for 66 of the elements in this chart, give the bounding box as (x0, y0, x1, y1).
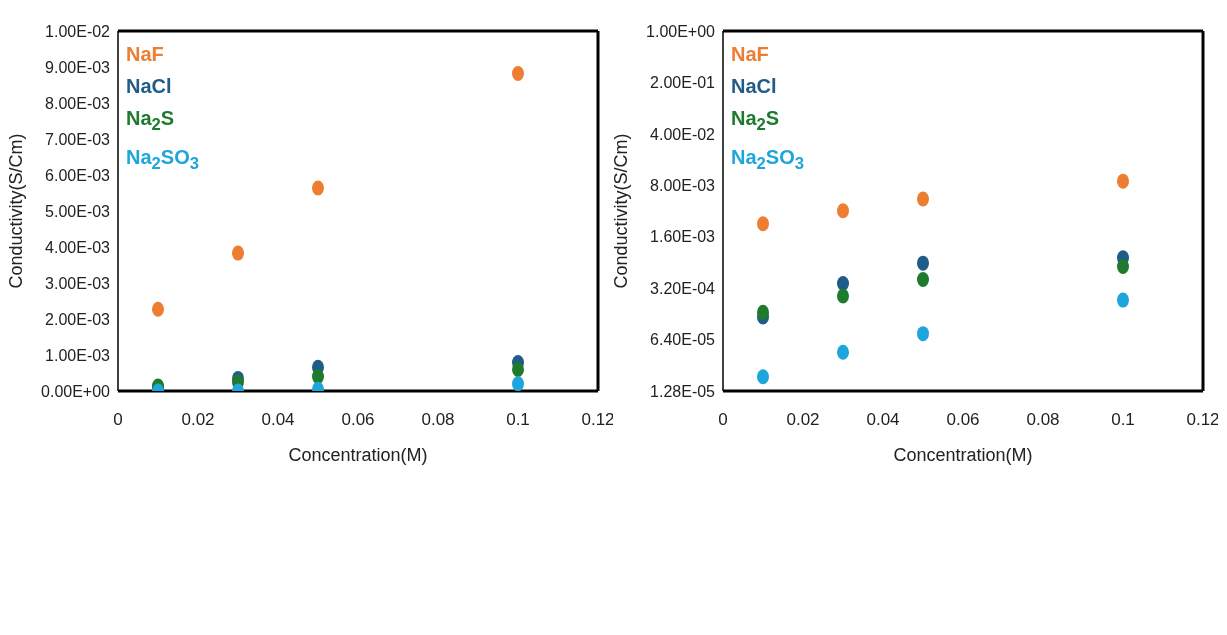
point (1117, 292, 1129, 308)
y-tick-label: 1.28E-05 (650, 382, 716, 400)
text: Na$_{2}$S (731, 106, 781, 136)
x-tick-label: 0 (113, 410, 123, 430)
y-tick-label: 7.00E-03 (45, 130, 111, 148)
point (837, 203, 849, 219)
point (837, 288, 849, 304)
y-tick-label: 6.40E-05 (650, 331, 716, 349)
x-tick-label: 0.08 (1026, 410, 1060, 430)
x-tick-label: 0 (718, 410, 728, 430)
y-tick-label: 8.00E-03 (45, 94, 111, 112)
x-tick-label: 0.04 (866, 410, 900, 430)
y-tick-label: 3.00E-03 (45, 274, 111, 292)
point (917, 271, 929, 287)
y-tick-label: 2.00E-03 (45, 310, 111, 328)
point (312, 369, 324, 385)
y-axis-title: Conductivity(S/Cm) (611, 133, 632, 289)
text: Na$_{2}$SO$_{3}$ (731, 145, 805, 175)
point (757, 304, 769, 320)
point (837, 344, 849, 360)
y-tick-label: 9.00E-03 (45, 58, 111, 76)
x-tick-label: 0.02 (786, 410, 820, 430)
text: Na$_{2}$S (126, 106, 176, 136)
y-tick-label: 2.00E-01 (650, 74, 716, 92)
point (757, 369, 769, 385)
x-tick-label: 0.04 (261, 410, 295, 430)
y-tick-label: 3.20E-04 (650, 279, 716, 297)
point (512, 361, 524, 377)
x-axis-title: Concentration(M) (288, 445, 428, 465)
point (837, 276, 849, 291)
text: NaCl (126, 74, 173, 98)
x-tick-label: 0.08 (421, 410, 455, 430)
y-axis-title: Conductivity(S/Cm) (6, 133, 27, 289)
point (757, 216, 769, 232)
point (312, 180, 324, 196)
point (512, 376, 524, 391)
y-tick-label: 4.00E-02 (650, 125, 716, 143)
y-tick-label: 1.00E-02 (45, 22, 111, 40)
y-tick-label: 1.00E+00 (646, 22, 716, 40)
x-axis-title: Concentration(M) (893, 445, 1033, 465)
text: NaF (126, 42, 165, 66)
point (917, 326, 929, 342)
point (152, 301, 164, 317)
point (917, 255, 929, 271)
x-tick-label: 0.1 (1111, 410, 1135, 430)
text: NaF (731, 42, 770, 66)
y-tick-label: 1.00E-03 (45, 346, 111, 364)
point (917, 191, 929, 207)
x-tick-label: 0.02 (181, 410, 215, 430)
point (1117, 173, 1129, 189)
point (1117, 259, 1129, 274)
y-tick-label: 0.00E+00 (41, 382, 111, 400)
y-tick-label: 5.00E-03 (45, 202, 111, 220)
point (512, 65, 524, 81)
y-tick-label: 4.00E-03 (45, 238, 111, 256)
x-tick-label: 0.06 (946, 410, 980, 430)
x-tick-label: 0.06 (341, 410, 375, 430)
x-tick-label: 0.1 (506, 410, 530, 430)
text: NaCl (731, 74, 778, 98)
x-tick-label: 0.12 (1186, 410, 1220, 430)
point (232, 245, 244, 261)
x-tick-label: 0.12 (581, 410, 615, 430)
y-tick-label: 1.60E-03 (650, 228, 716, 246)
text: Na$_{2}$SO$_{3}$ (126, 145, 200, 175)
y-tick-label: 8.00E-03 (650, 176, 716, 194)
y-tick-label: 6.00E-03 (45, 166, 111, 184)
